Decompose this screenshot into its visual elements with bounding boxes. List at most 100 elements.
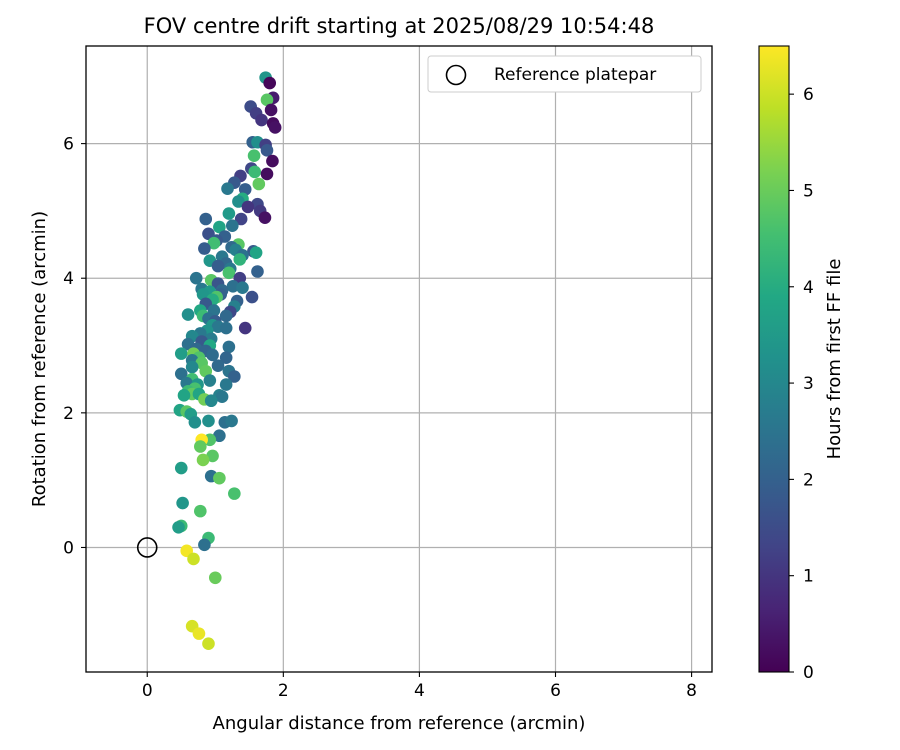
data-point xyxy=(222,207,236,220)
data-point xyxy=(222,266,236,280)
x-tick-label: 2 xyxy=(278,681,289,701)
data-point xyxy=(198,242,211,255)
data-point xyxy=(189,271,203,285)
colorbar-tick-label: 5 xyxy=(803,181,814,201)
data-point xyxy=(252,177,266,191)
data-point xyxy=(221,182,234,196)
data-point xyxy=(202,414,215,428)
data-point xyxy=(248,165,262,179)
data-point xyxy=(213,220,226,234)
data-point xyxy=(185,360,199,374)
data-point xyxy=(225,414,238,428)
legend-box xyxy=(427,55,702,93)
x-tick-label: 0 xyxy=(142,681,153,701)
data-point xyxy=(211,259,225,273)
data-point xyxy=(213,471,226,485)
data-point xyxy=(233,253,247,266)
colorbar-tick-label: 1 xyxy=(803,567,814,587)
data-point xyxy=(206,348,219,362)
x-axis-ticks: 0 2 4 6 8 xyxy=(142,672,697,701)
data-point xyxy=(263,76,277,90)
data-point xyxy=(174,347,188,360)
data-point xyxy=(194,440,207,453)
data-point xyxy=(251,265,264,278)
data-point xyxy=(219,321,233,335)
chart-title: FOV centre drift starting at 2025/08/29 … xyxy=(144,14,655,38)
data-point xyxy=(213,429,226,443)
data-point xyxy=(172,520,185,534)
colorbar-label: Hours from first FF file xyxy=(824,259,845,460)
y-tick-label: 2 xyxy=(63,404,74,424)
data-point xyxy=(202,637,215,651)
colorbar-tick-label: 4 xyxy=(803,278,814,298)
data-point xyxy=(228,370,241,383)
legend: Reference platepar xyxy=(427,55,702,93)
data-point xyxy=(174,367,188,381)
data-point xyxy=(196,453,210,467)
data-point xyxy=(222,340,236,354)
y-axis-ticks: 0 2 4 6 xyxy=(63,135,86,558)
data-point xyxy=(249,246,263,259)
data-point xyxy=(215,390,229,403)
data-point xyxy=(177,389,191,402)
colorbar-tick-label: 6 xyxy=(803,85,814,105)
data-point xyxy=(225,219,239,233)
data-point xyxy=(174,461,188,475)
y-tick-label: 6 xyxy=(63,135,74,155)
data-point xyxy=(268,121,282,134)
data-point xyxy=(192,627,206,640)
data-point xyxy=(258,211,272,224)
data-point xyxy=(207,236,221,250)
reference-marker xyxy=(136,537,158,558)
plot-frame xyxy=(85,45,713,673)
data-point xyxy=(228,487,241,500)
x-axis-label: Angular distance from reference (arcmin) xyxy=(213,713,586,734)
data-point xyxy=(203,374,217,387)
data-point xyxy=(260,167,274,181)
y-tick-label: 4 xyxy=(63,269,74,289)
data-point xyxy=(260,144,274,157)
colorbar: 0 1 2 3 4 5 6 Hours from first FF file xyxy=(758,45,845,683)
x-tick-label: 8 xyxy=(686,681,697,701)
data-point xyxy=(219,351,233,364)
data-point xyxy=(247,149,261,163)
data-point xyxy=(194,504,207,518)
data-point xyxy=(219,309,233,323)
colorbar-ticks: 0 1 2 3 4 5 6 xyxy=(789,85,814,683)
data-point xyxy=(245,290,259,304)
data-point xyxy=(226,280,240,293)
data-point xyxy=(188,415,202,429)
data-point xyxy=(208,571,222,585)
colorbar-tick-label: 0 xyxy=(803,663,814,683)
data-point xyxy=(198,538,211,552)
data-point xyxy=(241,200,255,214)
x-tick-label: 6 xyxy=(550,681,561,701)
data-point xyxy=(236,281,249,294)
data-point xyxy=(264,103,278,117)
y-axis-label: Rotation from reference (arcmin) xyxy=(29,211,50,507)
data-points xyxy=(172,71,282,651)
data-point xyxy=(211,359,225,373)
data-point xyxy=(204,394,218,408)
data-point xyxy=(187,552,200,566)
data-point xyxy=(199,364,213,378)
colorbar-gradient xyxy=(758,45,790,673)
data-point xyxy=(255,113,268,127)
x-tick-label: 4 xyxy=(414,681,425,701)
data-point xyxy=(266,154,279,168)
data-point xyxy=(176,496,189,510)
colorbar-tick-label: 3 xyxy=(803,374,814,394)
data-point xyxy=(219,378,233,391)
data-point xyxy=(238,321,252,335)
data-point xyxy=(232,195,245,208)
data-point xyxy=(260,93,274,107)
colorbar-tick-label: 2 xyxy=(803,470,814,490)
data-point xyxy=(206,449,219,463)
data-point xyxy=(181,308,195,321)
legend-marker-icon xyxy=(445,64,467,86)
y-tick-label: 0 xyxy=(63,538,74,558)
data-point xyxy=(199,212,213,226)
plot-area: 0 2 4 6 8 0 2 4 6 xyxy=(63,45,713,701)
legend-entry-reference: Reference platepar xyxy=(494,65,656,85)
